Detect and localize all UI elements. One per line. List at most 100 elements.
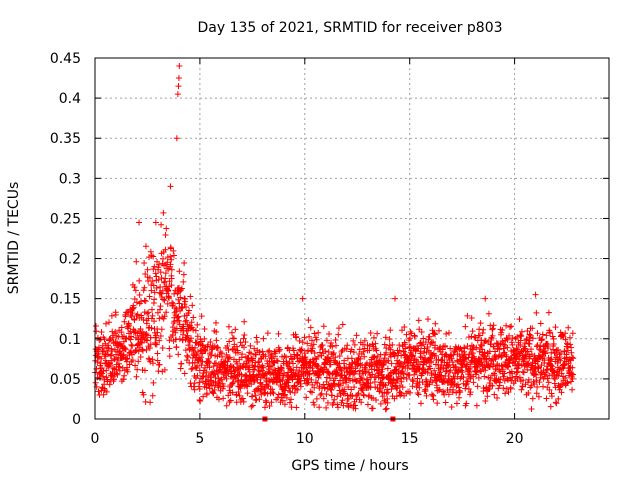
data-point [225,323,232,330]
data-point [139,346,146,353]
data-point [156,337,163,344]
data-point [333,342,340,349]
data-point [251,366,258,373]
data-point [432,342,439,349]
data-point [164,300,171,307]
data-point [427,365,434,372]
data-point [370,334,377,341]
data-point [203,368,210,375]
data-point [506,323,513,330]
data-point [470,343,477,350]
data-point [509,335,516,342]
data-point [533,343,540,350]
data-point [310,341,317,348]
data-point [409,383,416,390]
data-point [148,325,155,332]
data-point [545,379,552,386]
x-tick-labels: 0 5 10 15 20 [91,431,524,447]
data-point [175,351,182,358]
data-point [254,376,261,383]
data-point [544,363,551,370]
data-point [113,366,120,373]
data-point [394,376,401,383]
data-point [564,380,571,387]
data-point [426,333,433,340]
data-point [552,324,559,331]
data-point [353,378,360,385]
data-point [118,324,125,331]
data-point [552,399,559,406]
data-point [434,400,441,407]
data-point [522,340,529,347]
data-point [194,348,201,355]
data-point [320,395,327,402]
data-point [182,304,189,311]
data-point [401,323,408,330]
data-point [167,183,174,190]
data-point [548,393,555,400]
data-point [539,331,546,338]
data-point [326,375,333,382]
data-point [379,366,386,373]
data-point [543,332,550,339]
data-point [141,297,148,304]
data-point [175,317,182,324]
data-point [163,309,170,316]
data-point [220,383,227,390]
data-point [406,344,413,351]
data-point [411,333,418,340]
data-point [357,355,364,362]
data-point [293,404,300,411]
data-point [162,275,169,282]
data-point [315,329,322,336]
data-point [477,320,484,327]
data-point [148,281,155,288]
data-point [400,348,407,355]
data-point [150,360,157,367]
data-point [270,390,277,397]
data-point [325,348,332,355]
data-point [516,362,523,369]
data-point [280,392,287,399]
data-point [463,400,470,407]
data-point [358,399,365,406]
data-point [388,386,395,393]
data-point [505,389,512,396]
data-point [219,353,226,360]
data-point [226,354,233,361]
data-point [234,360,241,367]
data-point [424,344,431,351]
data-point [533,371,540,378]
data-point [131,284,138,291]
data-point [100,391,107,398]
data-point [192,344,199,351]
data-point [161,366,168,373]
data-point [566,334,573,341]
data-point [546,386,553,393]
data-point [189,365,196,372]
data-point [392,363,399,370]
data-point [424,316,431,323]
data-point [420,335,427,342]
data-point [260,335,267,342]
data-point [201,326,208,333]
data-point [362,368,369,375]
data-point [460,374,467,381]
data-point [320,381,327,388]
data-point [428,358,435,365]
data-point [552,375,559,382]
data-point [537,342,544,349]
data-point [177,286,184,293]
data-point [98,329,105,336]
data-point [536,379,543,386]
data-point [406,335,413,342]
data-point [160,209,167,216]
data-point [206,364,213,371]
data-point [144,266,151,273]
data-point [495,353,502,360]
data-point [165,287,172,294]
data-point [188,335,195,342]
data-point [356,346,363,353]
data-point [443,368,450,375]
data-point [464,361,471,368]
